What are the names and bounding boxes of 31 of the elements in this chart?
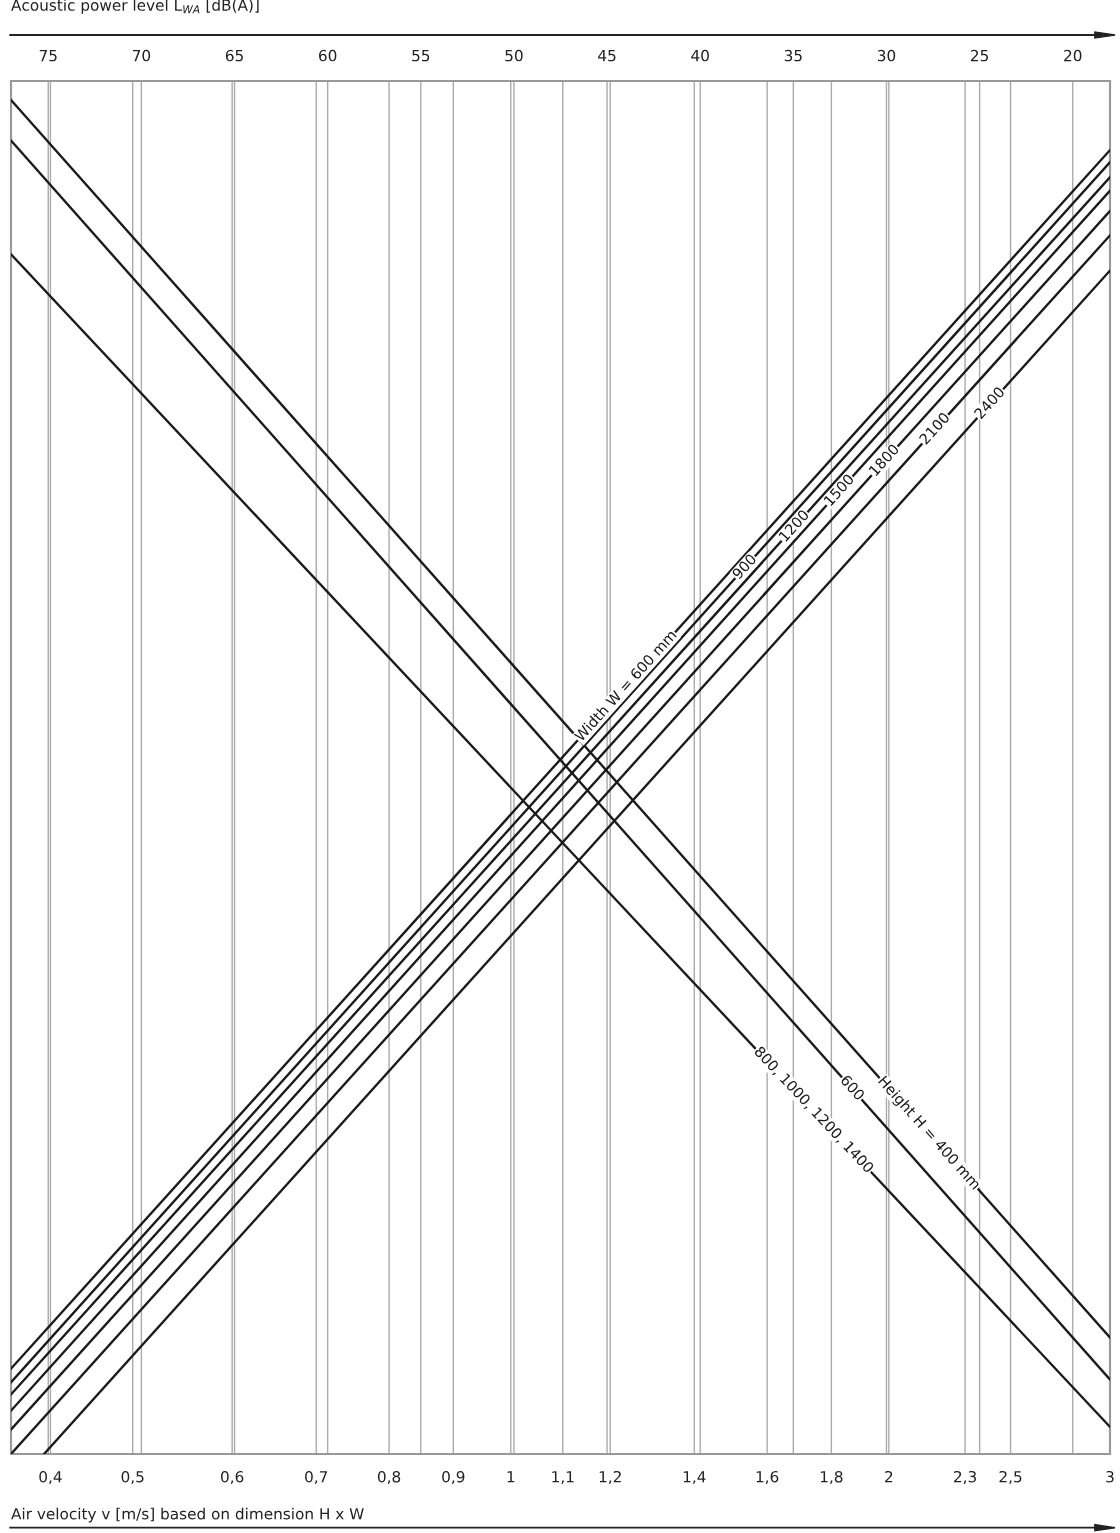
x2-tick-label: 75	[39, 50, 57, 62]
x2-tick-label: 50	[505, 49, 523, 62]
x-tick-label: 1	[507, 1471, 515, 1483]
x2-tick-label: 20	[1064, 49, 1082, 62]
x2-tick-label: 35	[784, 49, 802, 62]
x2-tick-label: 65	[225, 49, 243, 62]
x-tick-label: 1,4	[683, 1471, 706, 1485]
x-tick-label: 2,5	[999, 1470, 1022, 1485]
x-tick-label: 1,1	[552, 1471, 574, 1485]
x-tick-label: 0,9	[442, 1470, 465, 1485]
x-tick-label: 0,6	[221, 1470, 244, 1485]
x-tick-label: 1,8	[820, 1470, 843, 1485]
x2-tick-label: 30	[877, 49, 896, 62]
x2-tick-label: 40	[691, 49, 709, 62]
x-tick-label: 1,6	[756, 1470, 779, 1485]
x-tick-label: 0,4	[39, 1470, 62, 1485]
x-axis-title: Air velocity v [m/s] based on dimension H x W	[11, 1507, 364, 1523]
x-tick-label: 0,8	[377, 1470, 401, 1485]
x2-axis-title: Acoustic power level L$_{WA}$ [dB(A)]	[11, 0, 259, 14]
x2-tick-label: 55	[412, 50, 430, 62]
x-tick-label: 2,3	[954, 1470, 976, 1485]
x-tick-label: 0,7	[305, 1470, 328, 1485]
x-tick-label: 1,2	[599, 1470, 621, 1485]
x-tick-label: 2	[885, 1470, 893, 1483]
text: 600	[840, 1074, 866, 1101]
x2-tick-label: 45	[598, 50, 616, 62]
x2-tick-label: 60	[319, 49, 337, 62]
x2-tick-label: 25	[971, 49, 988, 62]
x-tick-label: 3	[1106, 1470, 1114, 1483]
x2-tick-label: 70	[132, 49, 151, 62]
x-tick-label: 0,5	[121, 1470, 144, 1485]
